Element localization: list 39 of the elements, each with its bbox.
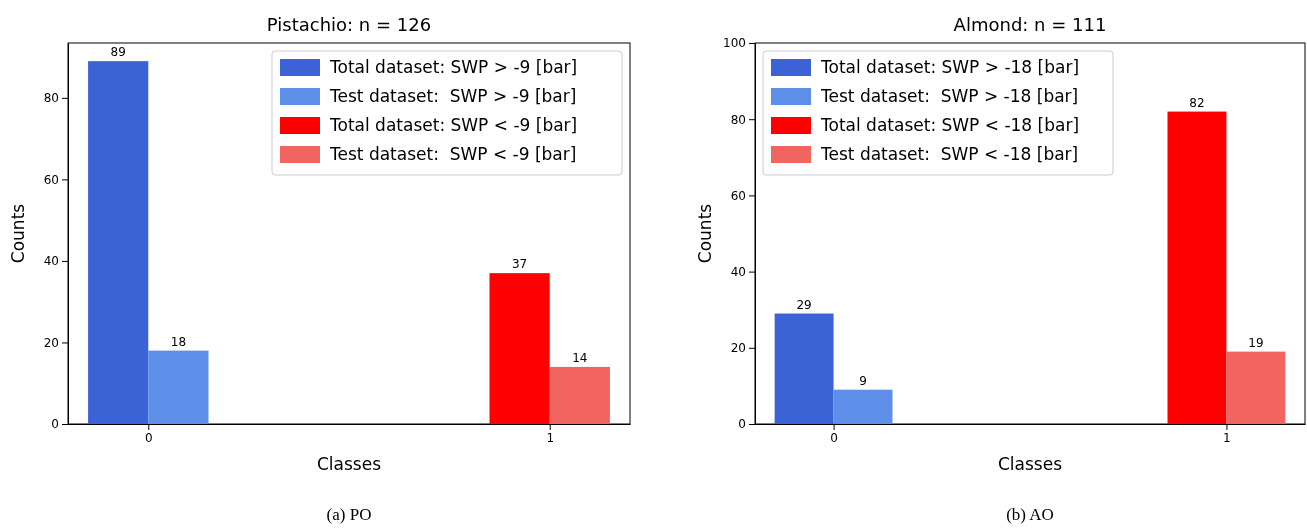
legend-label: Total dataset: SWP < -9 [bar] xyxy=(329,115,578,135)
legend-label: Test dataset: SWP > -9 [bar] xyxy=(329,86,577,106)
x-tick-label: 0 xyxy=(830,430,838,445)
y-tick-label: 0 xyxy=(738,417,746,432)
chart-title: Almond: n = 111 xyxy=(953,14,1107,35)
legend-label: Test dataset: SWP < -18 [bar] xyxy=(820,144,1079,164)
x-tick-label: 1 xyxy=(546,430,555,445)
y-axis-title: Counts xyxy=(695,203,715,264)
x-tick-label: 1 xyxy=(1223,430,1231,445)
data-label: 29 xyxy=(796,297,812,312)
data-label: 37 xyxy=(511,257,528,272)
y-tick-label: 100 xyxy=(723,36,746,51)
y-tick-label: 40 xyxy=(43,254,59,269)
x-axis-title: Classes xyxy=(997,454,1063,474)
data-label: 19 xyxy=(1248,335,1264,350)
y-tick-label: 20 xyxy=(730,341,746,356)
y-tick-label: 40 xyxy=(730,264,746,279)
y-tick-label: 80 xyxy=(43,91,59,106)
y-tick-label: 80 xyxy=(730,112,746,127)
legend-label: Total dataset: SWP > -9 [bar] xyxy=(329,57,578,77)
text: (a) PO xyxy=(326,505,372,524)
legend-label: Test dataset: SWP > -18 [bar] xyxy=(820,86,1079,106)
y-axis-title: Counts xyxy=(8,203,28,264)
y-tick-label: 60 xyxy=(43,172,59,187)
legend-label: Test dataset: SWP < -9 [bar] xyxy=(329,144,577,164)
legend-label: Total dataset: SWP < -18 [bar] xyxy=(820,115,1080,135)
y-tick-label: 20 xyxy=(43,335,59,350)
text: (b) AO xyxy=(1006,505,1054,524)
legend-label: Total dataset: SWP > -18 [bar] xyxy=(820,57,1080,77)
data-label: 89 xyxy=(110,45,126,60)
data-label: 18 xyxy=(170,334,187,349)
data-label: 14 xyxy=(572,350,588,365)
y-tick-label: 0 xyxy=(51,417,59,432)
x-axis-title: Classes xyxy=(316,454,382,474)
data-label: 9 xyxy=(859,373,867,388)
data-label: 82 xyxy=(1189,95,1205,110)
x-tick-label: 0 xyxy=(144,430,153,445)
y-tick-label: 60 xyxy=(730,188,746,203)
chart-title: Pistachio: n = 126 xyxy=(266,14,432,35)
